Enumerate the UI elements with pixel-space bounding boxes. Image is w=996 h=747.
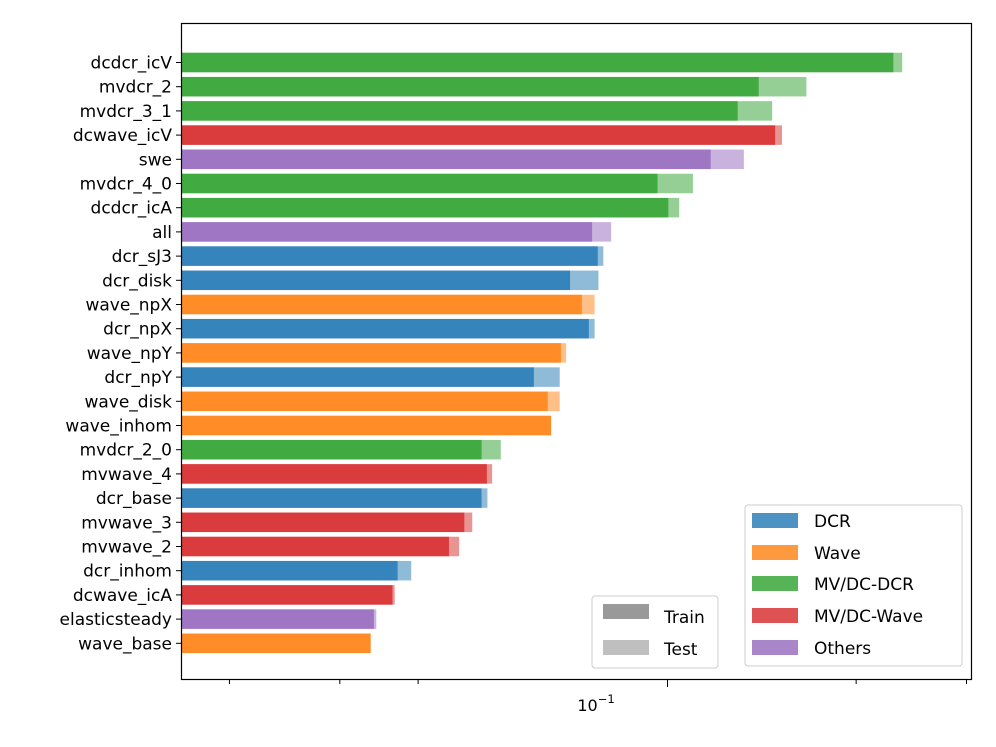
y-tick-label: swe xyxy=(139,150,172,170)
bar-train-all xyxy=(182,222,593,242)
legend-groups-frame xyxy=(744,504,963,667)
bar-train-wave-disk xyxy=(182,391,548,412)
bar-train-wave-base xyxy=(182,633,371,654)
bar-train-mvdcr-2 xyxy=(182,76,759,97)
y-tick-label: wave_disk xyxy=(84,392,172,412)
legend-swatch-others xyxy=(752,640,798,655)
legend-label-others: Others xyxy=(814,639,871,659)
legend-label-wave: Wave xyxy=(814,544,861,564)
bar-train-dcr-npy xyxy=(182,367,534,387)
legend-label-test: Test xyxy=(663,640,698,660)
x-tick-base: 10 xyxy=(577,696,597,715)
y-tick-label: wave_base xyxy=(78,634,172,654)
y-tick-label: mvdcr_3_1 xyxy=(80,102,172,122)
y-tick-label: mvwave_2 xyxy=(81,538,172,558)
y-tick-label: elasticsteady xyxy=(60,610,172,630)
y-tick-label: all xyxy=(152,223,172,243)
x-tick-exponent: −1 xyxy=(598,692,615,706)
x-major-tick-label: 10−1 xyxy=(577,692,614,715)
bar-train-dcwave-ica xyxy=(182,585,393,605)
plot-frame xyxy=(180,22,973,681)
bar-train-swe xyxy=(182,149,711,170)
y-tick-label: mvwave_3 xyxy=(81,513,172,533)
bar-train-dcdcr-icv xyxy=(182,52,894,73)
legend-swatch-mvdc-wave xyxy=(752,608,798,623)
y-tick-label: wave_inhom xyxy=(65,417,172,437)
legend-label-mvdc-wave: MV/DC-Wave xyxy=(814,607,923,627)
y-tick-label: dcr_base xyxy=(96,489,172,509)
legend-swatch-test xyxy=(603,640,649,655)
legend-train-test: Train Test xyxy=(591,595,719,669)
y-tick-label: dcr_inhom xyxy=(83,562,172,582)
y-tick-label: mvdcr_2_0 xyxy=(80,441,172,461)
bar-train-mvdcr-2-0 xyxy=(182,439,482,460)
bar-train-wave-npx xyxy=(182,294,582,315)
bar-train-mvwave-3 xyxy=(182,512,465,533)
y-tick-label: wave_npY xyxy=(87,344,173,364)
bar-train-mvdcr-3-1 xyxy=(182,101,738,121)
bar-train-elasticsteady xyxy=(182,609,374,629)
y-tick-label: wave_npX xyxy=(85,296,172,316)
y-tick-label: dcr_disk xyxy=(102,271,172,291)
legend-swatch-train xyxy=(603,604,649,619)
bar-train-wave-npy xyxy=(182,343,561,363)
bar-train-wave-inhom xyxy=(182,415,552,436)
bar-train-dcwave-icv xyxy=(182,125,776,145)
bar-train-dcr-inhom xyxy=(182,560,398,581)
y-tick-label: dcr_npY xyxy=(104,368,172,388)
legend-groups: DCR Wave MV/DC-DCR MV/DC-Wave Others xyxy=(744,504,963,667)
bar-train-dcdcr-ica xyxy=(182,197,669,218)
legend-label-mvdc-dcr: MV/DC-DCR xyxy=(814,575,914,595)
legend-swatch-wave xyxy=(752,545,798,560)
y-tick-label: dcdcr_icA xyxy=(91,199,173,219)
bar-train-dcr-disk xyxy=(182,270,571,291)
y-tick-label: dcwave_icV xyxy=(73,126,173,146)
y-tick-label: mvwave_4 xyxy=(81,465,172,485)
y-tick-label: mvdcr_4_0 xyxy=(80,175,172,195)
y-tick-label: dcdcr_icV xyxy=(91,54,173,74)
legend-label-train: Train xyxy=(663,608,705,628)
y-tick-label: mvdcr_2 xyxy=(99,78,172,98)
y-tick-label: dcwave_icA xyxy=(73,586,173,606)
bar-train-mvwave-4 xyxy=(182,464,487,484)
legend-swatch-mvdc-dcr xyxy=(752,576,798,591)
x-axis: 10−1 xyxy=(228,680,968,715)
y-tick-label: dcr_npX xyxy=(103,320,172,340)
y-tick-label: dcr_sJ3 xyxy=(112,247,172,267)
bar-train-dcr-sj3 xyxy=(182,246,598,266)
legend-label-dcr: DCR xyxy=(814,512,851,532)
bar-train-dcr-base xyxy=(182,488,482,508)
bar-train-mvdcr-4-0 xyxy=(182,173,658,194)
legend-swatch-dcr xyxy=(752,513,798,528)
train-bars xyxy=(182,52,894,654)
bar-train-dcr-npx xyxy=(182,318,589,339)
bar-train-mvwave-2 xyxy=(182,536,449,557)
